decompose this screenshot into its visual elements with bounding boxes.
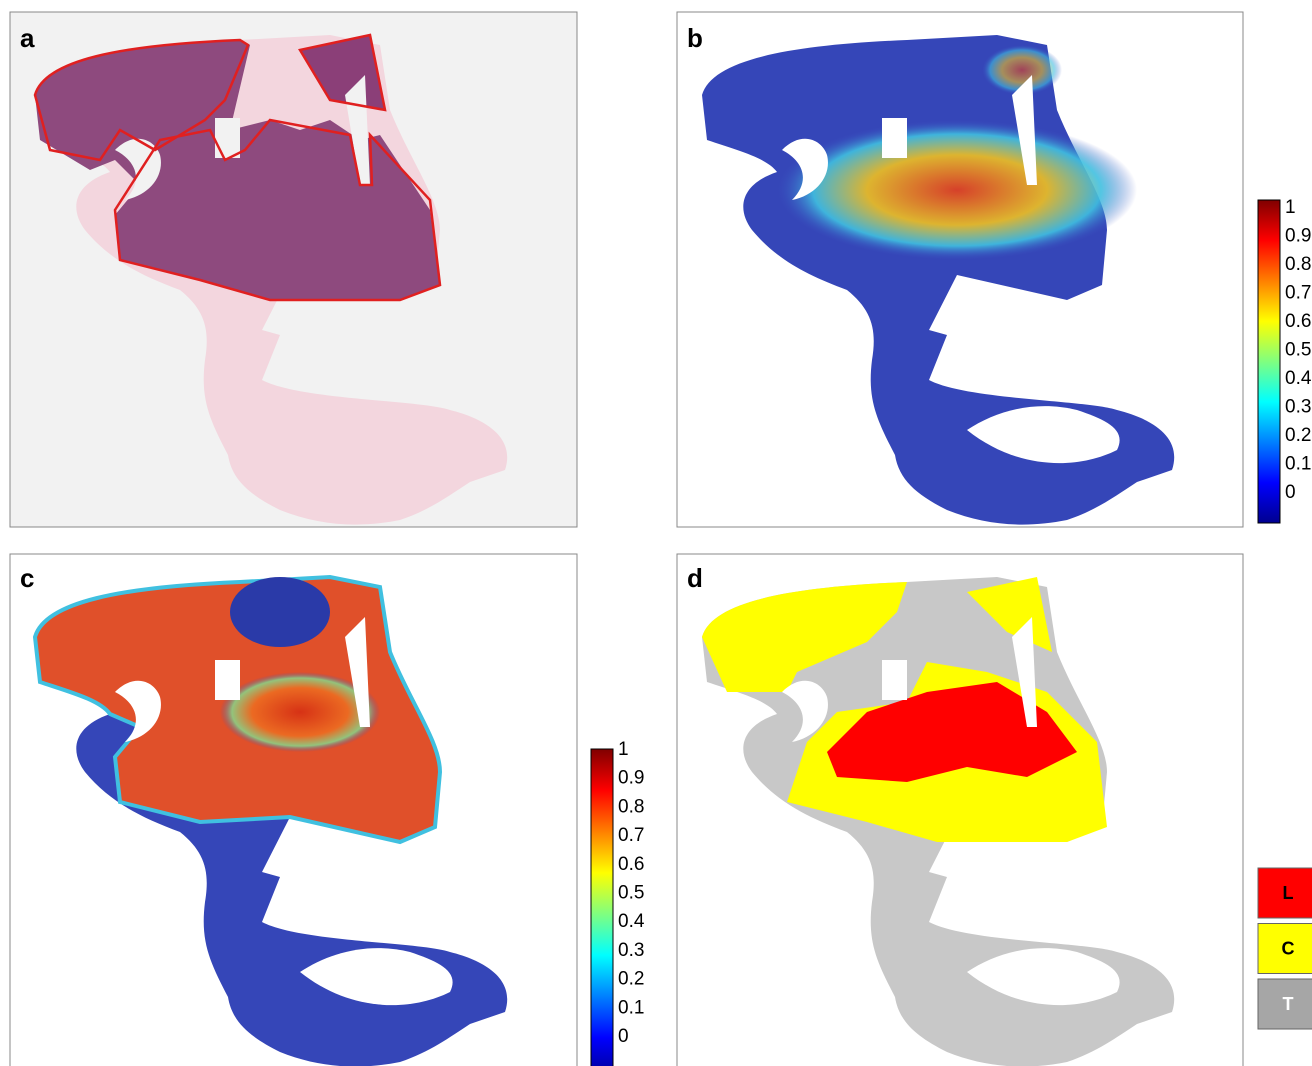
colorbar-tick-label: 0.3 (1285, 397, 1311, 418)
figure: a b 1 0.9 0.8 0.7 0.6 0.5 0.4 0.3 0.2 0.1 0 c 1 0.9… (0, 0, 1312, 1066)
panel-label: a (20, 23, 35, 53)
legend-label: T (1283, 994, 1294, 1014)
colorbar-tick-label: 0.7 (1285, 283, 1311, 304)
colorbar-tick-label: 1 (1285, 197, 1296, 218)
colorbar-tick-label: 0.7 (618, 825, 644, 846)
colorbar-tick-label: 0.9 (618, 768, 644, 789)
colorbar-tick-label: 0.6 (1285, 311, 1311, 332)
colorbar (1258, 200, 1280, 523)
colorbar-tick-label: 0.5 (1285, 340, 1311, 361)
colorbar-ticks: 1 0.9 0.8 0.7 0.6 0.5 0.4 0.3 0.2 0.1 0 (618, 739, 645, 1047)
panel-label: c (20, 563, 34, 593)
colorbar (591, 749, 613, 1066)
colorbar-tick-label: 0.2 (618, 969, 644, 990)
panel-label: b (687, 23, 703, 53)
colorbar-tick-label: 0.4 (618, 911, 645, 932)
colorbar-tick-label: 0.5 (618, 883, 644, 904)
panel-label: d (687, 563, 703, 593)
legend: L C T (1258, 868, 1312, 1029)
colorbar-tick-label: 0.3 (618, 940, 644, 961)
colorbar-tick-label: 0.9 (1285, 226, 1311, 247)
colorbar-tick-label: 0.8 (1285, 254, 1311, 275)
colorbar-tick-label: 0.8 (618, 796, 644, 817)
colorbar-tick-label: 0.4 (1285, 368, 1312, 389)
colorbar-tick-label: 0.1 (1285, 454, 1311, 475)
colorbar-tick-label: 0 (618, 1026, 629, 1047)
colorbar-ticks: 1 0.9 0.8 0.7 0.6 0.5 0.4 0.3 0.2 0.1 0 (1285, 197, 1312, 503)
colorbar-tick-label: 0.6 (618, 854, 644, 875)
colorbar-tick-label: 0.2 (1285, 425, 1311, 446)
legend-label: L (1283, 883, 1294, 903)
colorbar-tick-label: 0 (1285, 482, 1296, 503)
colorbar-tick-label: 1 (618, 739, 629, 760)
legend-label: C (1282, 938, 1295, 958)
colorbar-tick-label: 0.1 (618, 997, 644, 1018)
